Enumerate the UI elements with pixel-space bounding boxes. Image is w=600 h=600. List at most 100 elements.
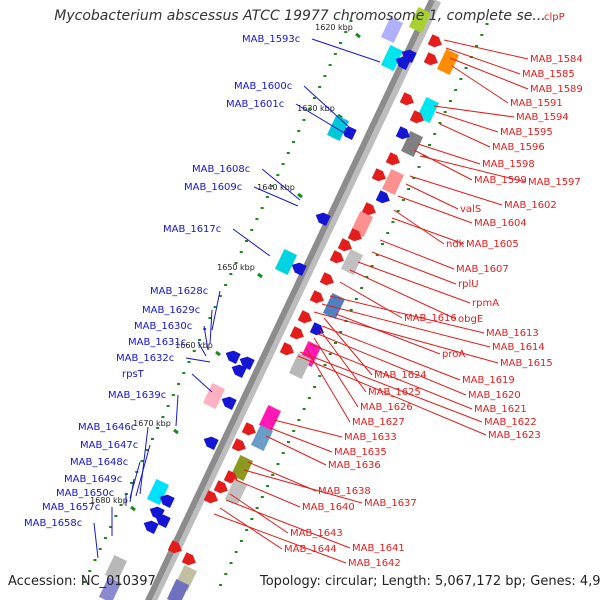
right-gene-label[interactable]: MAB_1636 — [328, 460, 381, 471]
right-gene-label[interactable]: MAB_1598 — [482, 159, 535, 170]
left-gene-label[interactable]: MAB_1649c — [64, 474, 122, 485]
right-gene-label[interactable]: MAB_1642 — [348, 558, 401, 569]
right-gene-label[interactable]: valS — [460, 204, 481, 215]
right-label-leader — [219, 507, 283, 550]
axis-dot — [459, 78, 463, 80]
left-gene-label[interactable]: rpsT — [122, 369, 145, 380]
left-gene-label[interactable]: MAB_1630c — [134, 321, 192, 332]
reverse-gene-shape — [347, 228, 362, 242]
right-label-leader — [445, 47, 521, 75]
right-gene-label[interactable]: MAB_1638 — [318, 486, 371, 497]
right-gene-label[interactable]: MAB_1616 — [404, 313, 457, 324]
right-gene-label[interactable]: rpmA — [472, 298, 499, 309]
left-gene-label[interactable]: MAB_1600c — [234, 81, 292, 92]
right-gene-label[interactable]: MAB_1622 — [484, 417, 537, 428]
right-label-leader — [299, 351, 483, 423]
axis-dot — [391, 221, 395, 223]
right-label-leader — [397, 195, 473, 224]
left-gene-label[interactable]: MAB_1646c — [78, 422, 136, 433]
scale-tick — [130, 505, 136, 512]
right-gene-label[interactable]: MAB_1589 — [530, 84, 583, 95]
right-gene-label[interactable]: MAB_1623 — [488, 430, 541, 441]
left-gene-label[interactable]: MAB_1650c — [56, 488, 114, 499]
genome-info-text: Topology: circular; Length: 5,067,172 bp… — [260, 574, 600, 589]
right-label-leader — [305, 347, 351, 423]
reverse-gene — [371, 168, 386, 182]
reverse-gene — [213, 480, 228, 494]
axis-dot — [307, 397, 311, 399]
left-gene-label[interactable]: MAB_1647c — [80, 440, 138, 451]
right-gene-label[interactable]: MAB_1613 — [486, 328, 539, 339]
right-gene-label[interactable]: MAB_1607 — [456, 264, 509, 275]
left-gene-label[interactable]: MAB_1609c — [184, 182, 242, 193]
axis-dot — [328, 353, 332, 355]
reverse-gene-shape — [400, 131, 424, 157]
right-gene-label[interactable]: MAB_1596 — [492, 142, 545, 153]
right-gene-label[interactable]: MAB_1633 — [344, 432, 397, 443]
left-gene-label[interactable]: MAB_1658c — [24, 518, 82, 529]
reverse-gene — [436, 49, 460, 75]
axis-dot — [265, 196, 269, 198]
right-label-leader — [269, 427, 333, 453]
left-gene-label[interactable]: MAB_1657c — [42, 502, 100, 513]
scale-label: 1680 kbp — [90, 496, 128, 505]
scale-label: 1670 kbp — [133, 419, 171, 428]
right-label-leader — [391, 217, 465, 245]
left-gene-label[interactable]: MAB_1628c — [150, 286, 208, 297]
left-gene-label[interactable]: MAB_1617c — [163, 224, 221, 235]
left-label-leader — [303, 85, 351, 129]
right-gene-label[interactable]: MAB_1619 — [462, 375, 515, 386]
right-gene-label[interactable]: MAB_1602 — [504, 200, 557, 211]
left-gene-label[interactable]: MAB_1648c — [70, 457, 128, 468]
left-gene-label[interactable]: MAB_1593c — [242, 34, 300, 45]
axis-dot — [417, 166, 421, 168]
left-label-leader — [253, 186, 299, 207]
right-label-leader — [321, 325, 461, 381]
right-gene-label[interactable]: MAB_1595 — [500, 127, 553, 138]
reverse-gene — [427, 34, 442, 48]
right-gene-label[interactable]: MAB_1641 — [352, 543, 405, 554]
axis-dot — [339, 42, 343, 44]
right-gene-label[interactable]: MAB_1640 — [302, 502, 355, 513]
right-gene-label[interactable]: MAB_1614 — [492, 342, 545, 353]
right-gene-label[interactable]: MAB_1626 — [360, 402, 413, 413]
right-gene-label[interactable]: MAB_1624 — [374, 370, 427, 381]
right-gene-label[interactable]: MAB_1585 — [522, 69, 575, 80]
axis-dot — [292, 141, 296, 143]
right-gene-label[interactable]: MAB_1584 — [530, 54, 583, 65]
reverse-gene — [400, 131, 424, 157]
right-gene-label[interactable]: MAB_1637 — [364, 498, 417, 509]
right-gene-label[interactable]: MAB_1604 — [474, 218, 527, 229]
right-gene-label[interactable]: MAB_1597 — [528, 177, 581, 188]
axis-dot — [250, 229, 254, 231]
right-gene-label[interactable]: MAB_1599 — [474, 175, 527, 186]
left-gene-label[interactable]: MAB_1601c — [226, 99, 284, 110]
right-gene-label[interactable]: MAB_1643 — [290, 528, 343, 539]
left-gene-label[interactable]: MAB_1632c — [116, 353, 174, 364]
right-gene-label[interactable]: MAB_1625 — [368, 387, 421, 398]
right-gene-label[interactable]: MAB_1627 — [352, 417, 405, 428]
right-gene-label[interactable]: obgE — [458, 314, 483, 325]
right-gene-label[interactable]: proA — [442, 349, 465, 360]
right-gene-label[interactable]: MAB_1615 — [500, 358, 553, 369]
left-gene-label[interactable]: MAB_1639c — [108, 390, 166, 401]
left-gene-label[interactable]: MAB_1629c — [142, 305, 200, 316]
right-gene-label[interactable]: rplU — [458, 279, 479, 290]
right-gene-label[interactable]: MAB_1620 — [468, 390, 521, 401]
axis-dot — [213, 306, 217, 308]
right-gene-label[interactable]: ndk — [446, 239, 465, 250]
right-gene-label[interactable]: MAB_1594 — [516, 112, 569, 123]
right-gene-label[interactable]: MAB_1605 — [466, 239, 519, 250]
right-label-clpP[interactable]: clpP — [544, 12, 565, 23]
left-gene-label[interactable]: MAB_1631c — [128, 337, 186, 348]
right-gene-label[interactable]: MAB_1591 — [510, 98, 563, 109]
scale-label: 1660 kbp — [175, 341, 213, 350]
right-label-leader — [371, 251, 457, 285]
reverse-gene — [241, 422, 256, 436]
reverse-gene — [231, 438, 246, 452]
right-gene-label[interactable]: MAB_1621 — [474, 404, 527, 415]
reverse-gene-shape — [279, 342, 294, 356]
right-gene-label[interactable]: MAB_1635 — [334, 447, 387, 458]
left-gene-label[interactable]: MAB_1608c — [192, 164, 250, 175]
